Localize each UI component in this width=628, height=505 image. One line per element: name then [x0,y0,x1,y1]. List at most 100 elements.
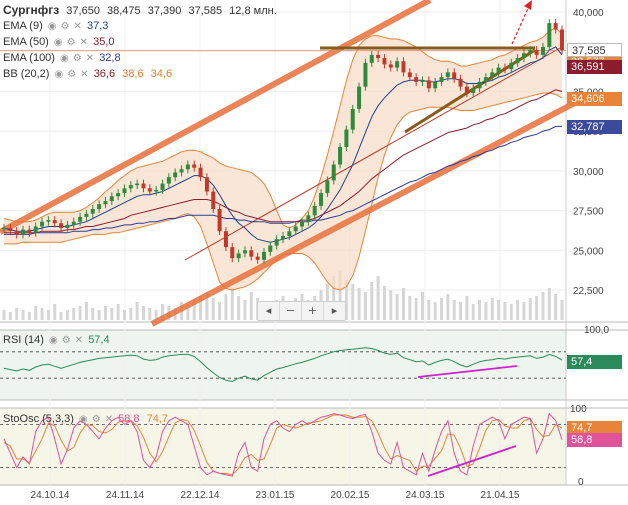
ema50-line [4,89,563,234]
close-icon[interactable]: ✕ [85,53,95,64]
rsi-divergence-line [417,365,518,378]
volume-bar [433,302,437,320]
candle-body [14,231,19,235]
volume-bar [27,312,31,320]
legend-ema9[interactable]: EMA (9) ◉ ⚙ ✕ 37,3 [3,20,108,33]
volume-bar [2,310,6,320]
candle-body [52,220,57,224]
date-axis-label: 24.10.14 [31,490,70,501]
volume-bar [199,296,203,320]
gear-icon[interactable]: ⚙ [72,53,82,64]
volume-bar [421,292,424,320]
gear-icon[interactable]: ⚙ [67,69,77,80]
candle-body [509,62,514,70]
eye-icon[interactable]: ◉ [49,335,58,346]
candle-body [147,188,152,192]
trend-channel-lower [150,92,592,327]
legend-ema50[interactable]: EMA (50) ◉ ⚙ ✕ 35,0 [3,36,115,49]
volume-bar [440,298,444,320]
volume-bar [490,298,494,320]
price-axis-label: 22,500 [573,286,604,297]
volume-bar [116,304,120,320]
ema50-label: EMA (50) [3,36,49,48]
volume-bar [40,308,44,320]
zoom-in-button[interactable]: + [302,302,324,320]
volume-bar [218,302,222,320]
close-icon[interactable]: ✕ [79,37,89,48]
rsi-legend[interactable]: RSI (14) ◉ ⚙ ✕ 57,4 [3,334,110,347]
zoom-out-button[interactable]: − [280,302,302,320]
gear-icon[interactable]: ⚙ [91,414,101,425]
price-axis-label: 27,500 [573,207,604,218]
gear-icon[interactable]: ⚙ [61,335,71,346]
gear-icon[interactable]: ⚙ [60,21,70,32]
stoch-k-line [3,412,563,477]
legend-ema100[interactable]: EMA (100) ◉ ⚙ ✕ 32,8 [3,52,121,65]
candle-body [376,54,381,59]
stoch-k-tag: 58,8 [567,433,622,447]
candle-body [426,80,431,89]
volume-bar [65,310,69,320]
volume-value: 12,8 млн. [229,5,277,17]
volume-bar [541,292,545,320]
scroll-right-button[interactable]: ▸ [331,304,338,317]
candle-body [338,147,343,165]
volume-bar [522,302,526,320]
ema100-line [4,125,562,235]
volume-bar [338,270,342,320]
candle-body [452,72,457,79]
legend-bb[interactable]: BB (20,2) ◉ ⚙ ✕ 36,6 38,6 34,6 [3,68,172,81]
volume-bar [211,298,215,320]
volume-bar [516,300,520,320]
price-tag-ema100: 32,787 [567,120,622,134]
stoch-label: StoOsc (5,3,3) [3,413,74,425]
open-value: 37,650 [66,5,100,17]
scroll-left-button[interactable]: ◂ [258,302,280,320]
candle-body [287,231,292,236]
stoch-divergence-line [427,445,517,477]
gear-icon[interactable]: ⚙ [66,37,76,48]
candle-body [261,251,266,260]
close-icon[interactable]: ✕ [74,335,84,346]
eye-icon[interactable]: ◉ [47,21,57,32]
candle-body [217,208,222,232]
volume-bar [46,310,50,320]
eye-icon[interactable]: ◉ [53,37,63,48]
candle-body [268,245,273,252]
volume-bar [547,288,551,320]
candle-body [458,78,463,87]
candle-body [312,205,317,216]
candle-body [439,77,444,82]
volume-bar [110,308,114,320]
stoch-legend[interactable]: StoOsc (5,3,3) ◉ ⚙ ✕ 58,8 74,7 [3,413,168,426]
candle-body [407,72,412,78]
stoch-d-value: 74,7 [146,413,169,425]
candle-body [496,67,501,73]
candle-body [395,61,400,68]
volume-bar [351,284,355,320]
candle-body [534,50,539,55]
candle-body [78,216,83,222]
volume-bar [97,310,101,320]
eye-icon[interactable]: ◉ [78,414,88,425]
close-icon[interactable]: ✕ [104,414,114,425]
candle-body [128,185,133,189]
trend-channel-upper [0,0,432,235]
candle-body [445,72,450,78]
price-tag-bb-mid: 36,591 [567,60,622,74]
rsi-line [3,347,563,383]
volume-axis-label: 100,0 [584,325,609,336]
volume-bar [21,310,25,320]
volume-bar [142,306,145,320]
eye-icon[interactable]: ◉ [60,53,69,64]
volume-bar [389,290,393,320]
eye-icon[interactable]: ◉ [54,69,64,80]
close-icon[interactable]: ✕ [80,69,89,80]
candle-body [401,61,406,73]
volume-bar [478,300,482,320]
volume-bar [91,308,95,320]
close-icon[interactable]: ✕ [73,21,82,32]
close-value: 37,585 [188,5,223,17]
volume-bar [452,300,456,320]
